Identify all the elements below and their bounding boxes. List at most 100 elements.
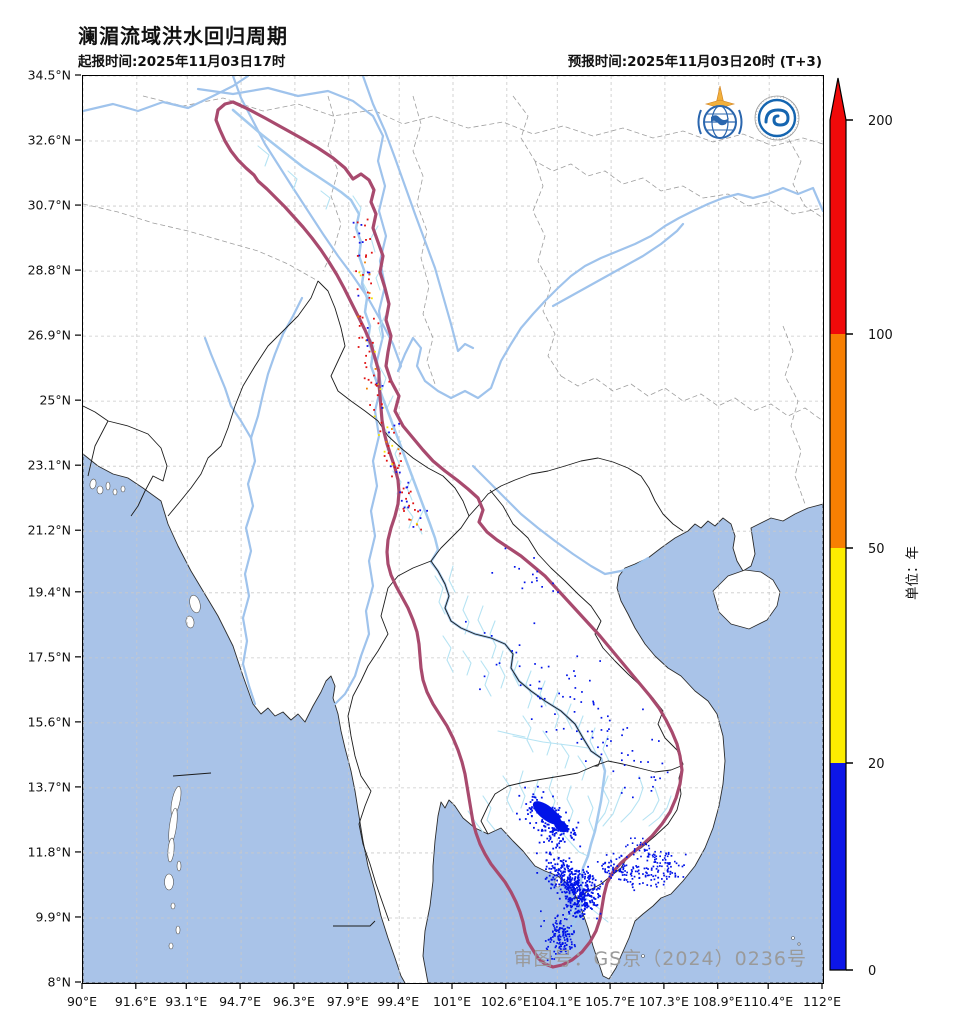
x-tick-label: 99.4°E: [377, 994, 419, 1009]
island: [791, 936, 795, 940]
basin-river-network: [577, 755, 587, 781]
colorbar-segment: [830, 548, 846, 763]
colorbar-segment: [830, 334, 846, 548]
basin-river-network: [552, 690, 560, 729]
colorbar-tick-label: 100: [868, 328, 893, 343]
colorbar-tick-label: 0: [868, 964, 876, 979]
country-border: [333, 920, 376, 927]
province-border: [782, 325, 806, 505]
basin-river-network: [477, 605, 485, 633]
basin-river-network: [587, 795, 595, 833]
basin-river-network: [502, 775, 514, 813]
island: [164, 873, 174, 891]
province-border: [512, 95, 823, 215]
y-tick-label: 13.7°N: [28, 779, 71, 794]
y-tick-label: 32.6°N: [28, 133, 71, 148]
basin-river-network: [462, 650, 472, 676]
country-border: [317, 280, 684, 532]
basin-river-network: [498, 650, 506, 689]
country-border: [172, 772, 212, 777]
colorbar-unit-label: 单位：年: [905, 546, 921, 600]
x-tick-label: 107.3°E: [639, 994, 689, 1009]
basin-map-canvas: [83, 76, 823, 983]
x-tick-label: 108.9°E: [693, 994, 743, 1009]
colorbar-tick-label: 20: [868, 757, 885, 772]
island: [167, 837, 175, 863]
river: [241, 296, 304, 706]
river: [231, 76, 823, 400]
basin-outline: [214, 100, 684, 969]
river: [471, 464, 650, 576]
basin-river-network: [589, 727, 597, 754]
colorbar-segment: [830, 120, 846, 334]
island: [175, 925, 181, 935]
province-border: [560, 375, 823, 422]
basin-river-network: [620, 775, 644, 823]
island: [105, 481, 111, 491]
colorbar: 0 20 50 100 200: [826, 76, 936, 986]
basin-river-network: [482, 795, 496, 831]
country-border: [347, 560, 432, 922]
basin-river-network: [602, 735, 610, 762]
island: [641, 954, 645, 958]
colorbar-tick-label: 50: [868, 542, 885, 557]
x-tick-label: 91.6°E: [115, 994, 157, 1009]
x-tick-label: 110.4°E: [743, 994, 793, 1009]
forecast-time-label: 预报时间:2025年11月03日20时 (T+3): [567, 54, 822, 70]
province-border: [83, 203, 319, 282]
island: [96, 485, 104, 495]
basin-river-network: [512, 735, 589, 749]
colorbar-tick-label: 200: [868, 114, 893, 129]
country-border: [167, 280, 319, 517]
x-tick-label: 97.9°E: [327, 994, 369, 1009]
island: [797, 942, 801, 946]
basin-river-network: [512, 660, 520, 687]
y-tick-label: 28.8°N: [28, 263, 71, 278]
basin-river-network: [434, 575, 446, 615]
basin-river-network: [566, 785, 574, 824]
province-border: [142, 95, 823, 147]
basin-river-network: [539, 680, 547, 707]
y-tick-label: 23.1°N: [28, 458, 71, 473]
y-tick-label: 26.9°N: [28, 328, 71, 343]
basin-river-network: [416, 510, 424, 535]
province-border: [412, 95, 436, 385]
country-border: [489, 489, 684, 899]
island: [112, 488, 118, 496]
colorbar-segment: [830, 763, 846, 970]
country-border: [83, 405, 109, 422]
x-tick-label: 101°E: [433, 994, 471, 1009]
basin-river-network: [602, 787, 624, 827]
x-tick-label: 94.7°E: [219, 994, 261, 1009]
dot-cluster-tonle-sap: [516, 785, 582, 855]
island: [189, 594, 201, 614]
dot-cluster-nw-sparse: [491, 547, 559, 594]
basin-river-network: [560, 743, 570, 769]
basin-river-network: [518, 770, 526, 809]
y-tick-label: 21.2°N: [28, 523, 71, 538]
x-tick-label: 96.3°E: [273, 994, 315, 1009]
colorbar-arrow: [830, 78, 846, 120]
basin-river-network: [448, 565, 456, 593]
y-tick-label: 11.8°N: [28, 844, 71, 859]
dot-cluster-delta-east: [596, 852, 687, 892]
basin-river-network: [497, 730, 526, 738]
map-approval-number: 审图号：GS京（2024）0236号: [513, 948, 807, 970]
y-tick-label: 15.6°N: [28, 714, 71, 729]
cma-logo: [754, 95, 800, 141]
basin-river-network: [442, 635, 454, 673]
country-border: [430, 560, 602, 759]
page-title: 澜湄流域洪水回归周期: [78, 24, 288, 48]
y-tick-label: 17.5°N: [28, 649, 71, 664]
y-tick-label: 34.5°N: [28, 68, 71, 83]
basin-river-network: [522, 715, 534, 753]
basin-river-network: [642, 787, 660, 821]
province-border: [322, 95, 342, 272]
country-border: [593, 760, 682, 773]
basin-river-network: [404, 505, 414, 529]
basin-river-network: [287, 170, 298, 191]
map-plot: 审图号：GS京（2024）0236号: [82, 75, 824, 984]
wmo-logo: [697, 85, 743, 139]
island: [712, 569, 781, 630]
river: [203, 336, 253, 440]
